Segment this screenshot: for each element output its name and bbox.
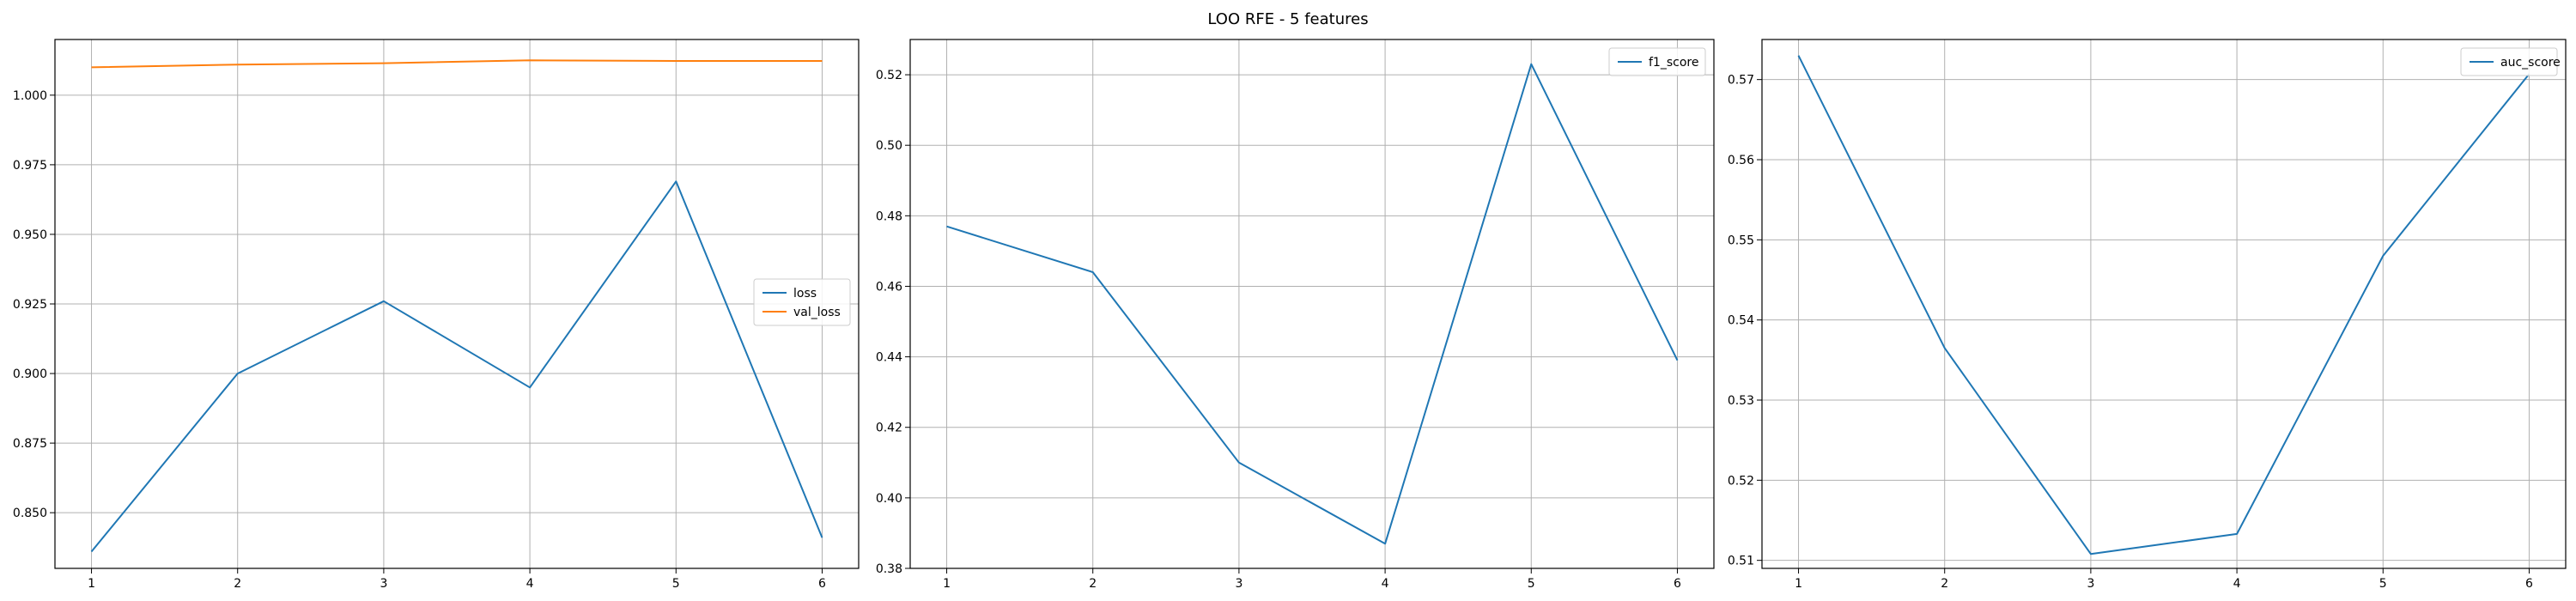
axes-frame xyxy=(1761,39,2567,569)
y-tick-label: 0.46 xyxy=(876,280,902,294)
y-tick-label: 0.42 xyxy=(876,422,902,435)
y-tick-label: 0.975 xyxy=(13,159,47,173)
series-line-loss xyxy=(90,180,823,553)
y-tick-label: 0.950 xyxy=(13,228,47,242)
y-tick-label: 0.57 xyxy=(1728,74,1754,88)
x-tick-label: 4 xyxy=(2233,577,2241,591)
x-tick-label: 5 xyxy=(672,577,680,591)
x-tick-label: 3 xyxy=(2087,577,2094,591)
series-line-val_loss xyxy=(91,59,823,69)
legend-box xyxy=(2460,47,2558,76)
y-tick-label: 0.44 xyxy=(876,351,902,365)
y-tick-label: 0.38 xyxy=(876,562,902,576)
y-tick-label: 0.850 xyxy=(13,507,47,520)
x-tick-label: 3 xyxy=(1235,577,1242,591)
x-tick-label: 2 xyxy=(1941,577,1948,591)
y-tick-label: 0.48 xyxy=(876,209,902,223)
legend-label-loss: loss xyxy=(793,287,817,300)
x-tick-label: 6 xyxy=(818,577,826,591)
y-tick-label: 0.54 xyxy=(1728,314,1754,328)
x-tick-label: 5 xyxy=(2379,577,2387,591)
legend-label-val_loss: val_loss xyxy=(793,306,841,319)
x-tick-label: 6 xyxy=(2525,577,2533,591)
y-tick-label: 0.900 xyxy=(13,367,47,381)
y-tick-label: 0.40 xyxy=(876,492,902,506)
legend-box xyxy=(753,278,851,326)
subplot-1: 1 2 3 4 5 6 0.850 0.875 0.900 0.925 0.950 0.975 1.00… xyxy=(13,39,860,591)
legend-label-auc_score: auc_score xyxy=(2500,56,2561,70)
subplots: 1 2 3 4 5 6 0.850 0.875 0.900 0.925 0.950 0.975 1.00… xyxy=(13,39,2567,591)
y-tick-label: 0.52 xyxy=(876,69,902,82)
legend-box xyxy=(1608,47,1706,76)
x-tick-label: 6 xyxy=(1674,577,1681,591)
x-tick-label: 4 xyxy=(1382,577,1389,591)
axes-frame xyxy=(909,39,1715,569)
x-tick-label: 1 xyxy=(88,577,95,591)
y-tick-label: 0.55 xyxy=(1728,234,1754,247)
y-tick-label: 0.56 xyxy=(1728,154,1754,167)
y-tick-label: 0.875 xyxy=(13,437,47,451)
subplot-3: 1 2 3 4 5 6 0.51 0.52 0.53 0.54 0.55 0.56 0.57 auc_sc… xyxy=(1728,39,2567,591)
x-tick-label: 3 xyxy=(380,577,387,591)
x-tick-label: 4 xyxy=(526,577,534,591)
y-tick-label: 1.000 xyxy=(13,89,47,103)
x-tick-label: 2 xyxy=(234,577,241,591)
subplot-2: 1 2 3 4 5 6 0.38 0.40 0.42 0.44 0.46 0.48 0.50 0.52 f1… xyxy=(876,39,1715,591)
legend: loss val_loss xyxy=(753,278,851,326)
series-line-auc_score xyxy=(1797,55,2530,555)
legend: auc_score xyxy=(2460,47,2561,76)
legend-label-f1_score: f1_score xyxy=(1649,56,1698,70)
x-tick-label: 2 xyxy=(1089,577,1097,591)
y-tick-label: 0.52 xyxy=(1728,474,1754,488)
y-tick-label: 0.51 xyxy=(1728,555,1754,568)
x-tick-label: 1 xyxy=(1795,577,1802,591)
y-tick-label: 0.53 xyxy=(1728,394,1754,408)
x-tick-label: 5 xyxy=(1528,577,1535,591)
y-tick-label: 0.50 xyxy=(876,139,902,153)
y-tick-label: 0.925 xyxy=(13,298,47,312)
series-line-f1_score xyxy=(946,63,1679,545)
legend: f1_score xyxy=(1608,47,1706,76)
x-tick-label: 1 xyxy=(943,577,951,591)
figure-title: LOO RFE - 5 features xyxy=(1207,10,1368,28)
